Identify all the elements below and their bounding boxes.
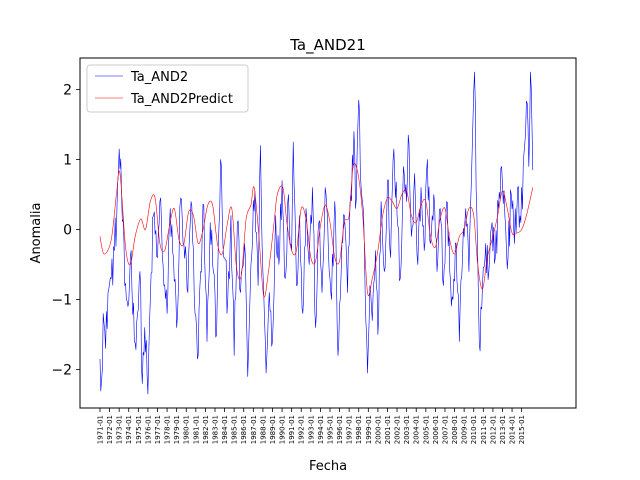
- x-tick-label: 1985-01: [231, 415, 239, 444]
- x-tick-label: 1998-01: [355, 415, 363, 444]
- x-tick-label: 1986-01: [240, 415, 248, 444]
- x-tick-label: 1980-01: [183, 415, 191, 444]
- x-tick-label: 2011-01: [480, 415, 488, 444]
- legend-box: [86, 64, 249, 113]
- y-axis-label: Anomalia: [29, 203, 44, 264]
- x-tick-label: 1988-01: [259, 415, 267, 444]
- x-tick-label: 1996-01: [336, 415, 344, 444]
- x-tick-label: 2000-01: [374, 415, 382, 444]
- x-tick-label: 1999-01: [365, 415, 373, 444]
- x-tick-label: 1997-01: [346, 415, 354, 444]
- x-tick-label: 1982-01: [202, 415, 210, 444]
- x-tick-label: 1990-01: [279, 415, 287, 444]
- x-tick-label: 2008-01: [451, 415, 459, 444]
- y-tick-label: 1: [63, 153, 72, 169]
- x-tick-label: 1979-01: [173, 415, 181, 444]
- x-tick-label: 1994-01: [317, 415, 325, 444]
- x-tick-label: 1972-01: [106, 415, 114, 444]
- x-tick-label: 1976-01: [144, 415, 152, 444]
- x-tick-label: 1973-01: [116, 415, 124, 444]
- x-tick-label: 2014-01: [509, 415, 517, 444]
- x-tick-label: 1983-01: [211, 415, 219, 444]
- legend-label-ta-and2: Ta_AND2: [130, 70, 188, 85]
- chart-title: Ta_AND21: [289, 36, 366, 55]
- y-axis: −2 −1 0 1 2: [51, 83, 80, 379]
- y-tick-label: −1: [51, 293, 72, 309]
- legend-label-ta-and2predict: Ta_AND2Predict: [130, 92, 233, 107]
- y-tick-label: −2: [51, 363, 72, 379]
- x-tick-label: 2002-01: [394, 415, 402, 444]
- x-tick-label: 1984-01: [221, 415, 229, 444]
- x-tick-label: 1995-01: [326, 415, 334, 444]
- x-tick-label: 2013-01: [499, 415, 507, 444]
- x-tick-label: 2005-01: [422, 415, 430, 444]
- x-tick-label: 2015-01: [518, 415, 526, 444]
- x-tick-label: 2006-01: [432, 415, 440, 444]
- x-tick-label: 1975-01: [135, 415, 143, 444]
- plot-frame: [79, 57, 577, 409]
- y-tick-label: 2: [63, 83, 72, 99]
- x-tick-label: 1978-01: [164, 415, 172, 444]
- x-tick-label: 2004-01: [413, 415, 421, 444]
- legend: Ta_AND2 Ta_AND2Predict: [86, 64, 249, 113]
- x-tick-label: 1989-01: [269, 415, 277, 444]
- x-tick-label: 1971-01: [97, 415, 105, 444]
- series-layer: [99, 71, 534, 395]
- y-tick-label: 0: [63, 223, 72, 239]
- x-tick-label: 2012-01: [489, 415, 497, 444]
- series-line-ta-and2predict: [99, 163, 534, 298]
- x-tick-label: 1993-01: [307, 415, 315, 444]
- x-axis: 1971-01 1972-01 1973-01 1974-01 1975-01 1976-…: [97, 408, 526, 444]
- x-tick-label: 1981-01: [192, 415, 200, 444]
- x-tick-label: 2007-01: [441, 415, 449, 444]
- x-tick-label: 1974-01: [125, 415, 133, 444]
- x-tick-label: 2009-01: [461, 415, 469, 444]
- x-tick-label: 2001-01: [384, 415, 392, 444]
- x-tick-label: 1991-01: [288, 415, 296, 444]
- x-tick-label: 1992-01: [298, 415, 306, 444]
- x-tick-label: 1987-01: [250, 415, 258, 444]
- x-tick-label: 2003-01: [403, 415, 411, 444]
- x-tick-label: 1977-01: [154, 415, 162, 444]
- series-line-ta-and2: [99, 71, 534, 395]
- x-tick-label: 2010-01: [470, 415, 478, 444]
- x-axis-label: Fecha: [309, 459, 347, 474]
